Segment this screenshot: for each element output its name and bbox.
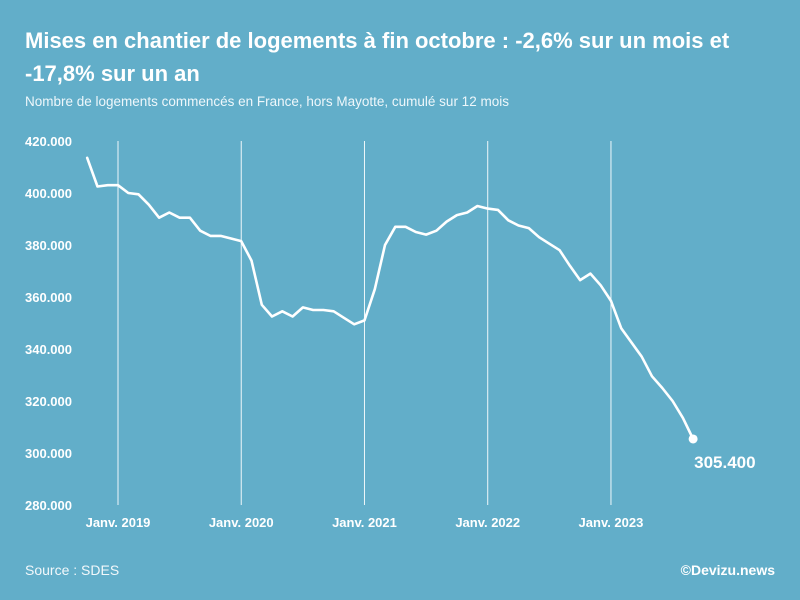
x-tick-label: Janv. 2023 — [579, 515, 644, 530]
y-tick-label: 400.000 — [25, 186, 72, 201]
x-axis-tick-labels: Janv. 2019 Janv. 2020 Janv. 2021 Janv. 2022… — [86, 515, 644, 530]
x-tick-label: Janv. 2020 — [209, 515, 274, 530]
y-tick-label: 380.000 — [25, 238, 72, 253]
y-tick-label: 280.000 — [25, 498, 72, 513]
x-tick-label: Janv. 2019 — [86, 515, 151, 530]
y-axis-tick-labels: 280.000 300.000 320.000 340.000 360.000 380.0… — [25, 134, 72, 513]
y-tick-label: 360.000 — [25, 290, 72, 305]
chart-title: Mises en chantier de logements à fin oct… — [25, 28, 730, 86]
y-tick-label: 320.000 — [25, 394, 72, 409]
y-tick-label: 300.000 — [25, 446, 72, 461]
y-tick-label: 420.000 — [25, 134, 72, 149]
end-value-label: 305.400 — [694, 453, 755, 472]
source-note: Source : SDES — [25, 562, 120, 578]
credit-label: ©Devizu.news — [680, 562, 775, 578]
vertical-gridlines — [117, 141, 612, 505]
x-tick-label: Janv. 2022 — [455, 515, 520, 530]
y-tick-label: 340.000 — [25, 342, 72, 357]
end-point-marker — [688, 434, 698, 444]
series-group: 305.400 — [85, 156, 756, 472]
series-line — [85, 156, 695, 441]
chart-subtitle: Nombre de logements commencés en France,… — [25, 94, 509, 109]
x-tick-label: Janv. 2021 — [332, 515, 397, 530]
